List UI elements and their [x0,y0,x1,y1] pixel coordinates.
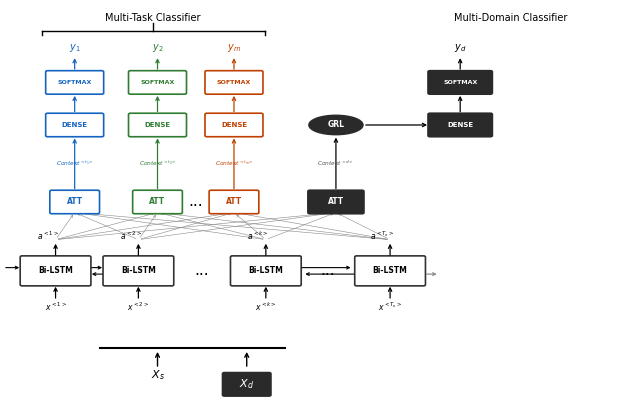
Text: Bi-LSTM: Bi-LSTM [372,266,408,275]
FancyBboxPatch shape [428,113,492,137]
Text: $a^{<T_x>}$: $a^{<T_x>}$ [371,230,394,242]
Text: $X_d$: $X_d$ [239,377,254,391]
FancyBboxPatch shape [50,190,100,214]
FancyBboxPatch shape [129,113,186,137]
Text: ...: ... [321,263,335,278]
Text: $x^{<1>}$: $x^{<1>}$ [45,301,67,313]
Text: $a^{<k>}$: $a^{<k>}$ [248,230,269,242]
Text: Multi-Task Classifier: Multi-Task Classifier [106,13,201,23]
Text: DENSE: DENSE [221,122,247,128]
FancyBboxPatch shape [209,190,259,214]
Text: $y_2$: $y_2$ [152,42,163,54]
Text: SOFTMAX: SOFTMAX [58,80,92,85]
Text: $a^{<1>}$: $a^{<1>}$ [37,230,59,242]
Text: $a^{<2>}$: $a^{<2>}$ [120,230,141,242]
Text: $y_1$: $y_1$ [69,42,81,54]
Text: $x^{<2>}$: $x^{<2>}$ [127,301,149,313]
FancyBboxPatch shape [355,256,426,286]
Text: $y_d$: $y_d$ [454,42,467,54]
Text: $x^{<k>}$: $x^{<k>}$ [255,301,276,313]
Text: $Context^{<d>}$: $Context^{<d>}$ [317,159,355,168]
Text: $Context^{<t_2>}$: $Context^{<t_2>}$ [138,159,177,168]
FancyBboxPatch shape [308,190,364,214]
FancyBboxPatch shape [45,71,104,94]
Text: $X_s$: $X_s$ [150,368,164,382]
FancyBboxPatch shape [223,373,271,396]
FancyBboxPatch shape [428,71,492,94]
Text: SOFTMAX: SOFTMAX [217,80,251,85]
Text: $y_m$: $y_m$ [227,42,241,54]
FancyBboxPatch shape [20,256,91,286]
Text: ...: ... [195,263,209,278]
Text: DENSE: DENSE [61,122,88,128]
Text: Multi-Domain Classifier: Multi-Domain Classifier [454,13,568,23]
Text: ATT: ATT [328,197,344,206]
Text: ...: ... [188,195,203,209]
Text: SOFTMAX: SOFTMAX [140,80,175,85]
Text: Bi-LSTM: Bi-LSTM [121,266,156,275]
Text: ATT: ATT [226,197,242,206]
Text: Bi-LSTM: Bi-LSTM [38,266,73,275]
Text: $Context^{<t_m>}$: $Context^{<t_m>}$ [214,159,253,168]
Text: GRL: GRL [328,120,344,129]
FancyBboxPatch shape [205,71,263,94]
Text: DENSE: DENSE [145,122,171,128]
Text: $Context^{<t_1>}$: $Context^{<t_1>}$ [56,159,93,168]
FancyBboxPatch shape [230,256,301,286]
FancyBboxPatch shape [205,113,263,137]
FancyBboxPatch shape [132,190,182,214]
Text: ATT: ATT [150,197,166,206]
Ellipse shape [309,115,363,135]
FancyBboxPatch shape [129,71,186,94]
Text: $x^{<T_x>}$: $x^{<T_x>}$ [378,301,402,313]
Text: SOFTMAX: SOFTMAX [443,80,477,85]
FancyBboxPatch shape [103,256,173,286]
Text: DENSE: DENSE [447,122,473,128]
Text: ATT: ATT [67,197,83,206]
FancyBboxPatch shape [45,113,104,137]
Text: Bi-LSTM: Bi-LSTM [248,266,284,275]
